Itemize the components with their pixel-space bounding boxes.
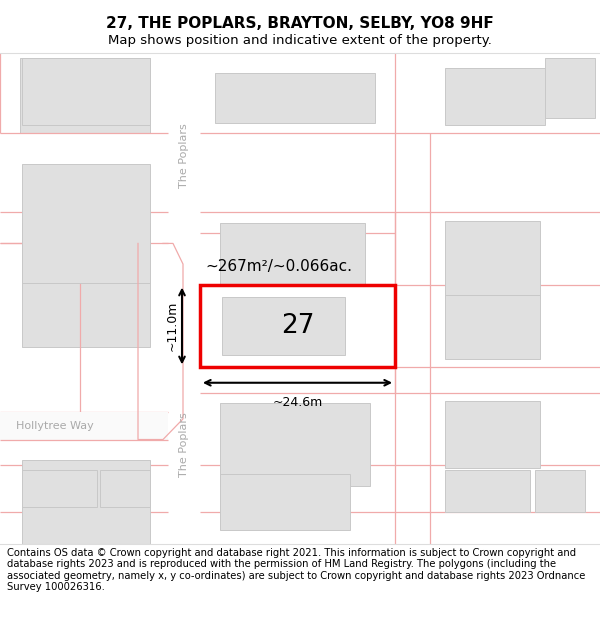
- Text: ~267m²/~0.066ac.: ~267m²/~0.066ac.: [205, 259, 352, 274]
- Bar: [22, 58, 150, 125]
- Bar: [220, 403, 370, 486]
- Bar: [20, 58, 150, 133]
- Text: ~24.6m: ~24.6m: [272, 396, 323, 409]
- Text: Hollytree Way: Hollytree Way: [16, 421, 94, 431]
- Text: The Poplars: The Poplars: [179, 412, 189, 477]
- Bar: [445, 68, 545, 125]
- Text: Map shows position and indicative extent of the property.: Map shows position and indicative extent…: [108, 34, 492, 48]
- Bar: [220, 474, 350, 531]
- Bar: [445, 471, 530, 512]
- Bar: [445, 221, 540, 298]
- Bar: [22, 460, 150, 553]
- Bar: [100, 471, 150, 507]
- Bar: [445, 295, 540, 359]
- Bar: [222, 297, 345, 355]
- Bar: [22, 164, 150, 282]
- Bar: [215, 73, 375, 122]
- Bar: [0, 412, 168, 439]
- Text: Contains OS data © Crown copyright and database right 2021. This information is : Contains OS data © Crown copyright and d…: [7, 548, 586, 592]
- Bar: [22, 222, 150, 347]
- Bar: [445, 401, 540, 468]
- Text: 27: 27: [281, 313, 314, 339]
- Text: The Poplars: The Poplars: [179, 123, 189, 188]
- Bar: [220, 222, 365, 306]
- Bar: [200, 285, 395, 368]
- Text: ~11.0m: ~11.0m: [166, 301, 179, 351]
- Bar: [545, 58, 595, 118]
- Text: 27, THE POPLARS, BRAYTON, SELBY, YO8 9HF: 27, THE POPLARS, BRAYTON, SELBY, YO8 9HF: [106, 16, 494, 31]
- Bar: [22, 471, 97, 507]
- Bar: [535, 471, 585, 512]
